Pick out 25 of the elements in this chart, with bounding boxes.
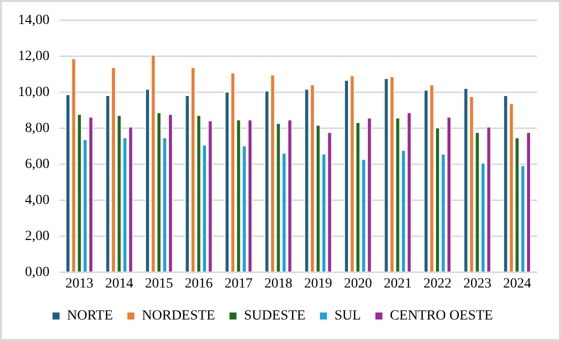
legend-label: SUL xyxy=(334,308,361,324)
x-tick-label: 2019 xyxy=(304,276,332,292)
x-tick-label: 2023 xyxy=(463,276,492,292)
x-tick-label: 2016 xyxy=(184,276,213,292)
y-tick-label: 10,00 xyxy=(18,85,50,100)
y-tick-label: 14,00 xyxy=(18,13,50,28)
x-tick-label: 2017 xyxy=(224,276,253,292)
y-tick-label: 0,00 xyxy=(25,264,50,280)
x-tick-label: 2024 xyxy=(503,276,532,292)
x-tick-label: 2015 xyxy=(144,276,173,292)
y-tick-label: 8,00 xyxy=(25,120,50,136)
x-tick-label: 2020 xyxy=(344,276,372,292)
x-tick-label: 2022 xyxy=(424,276,452,292)
x-tick-label: 2018 xyxy=(264,276,292,292)
x-tick-label: 2013 xyxy=(65,276,94,292)
legend-label: NORDESTE xyxy=(142,308,216,324)
y-tick-label: 6,00 xyxy=(25,156,50,172)
y-tick-label: 12,00 xyxy=(18,49,50,64)
x-tick-label: 2014 xyxy=(105,276,134,292)
legend-label: CENTRO OESTE xyxy=(390,308,493,324)
y-tick-label: 2,00 xyxy=(25,228,50,244)
legend-label: SUDESTE xyxy=(244,308,306,324)
legend-label: NORTE xyxy=(67,308,113,324)
y-tick-label: 4,00 xyxy=(25,192,50,208)
x-tick-label: 2021 xyxy=(384,276,412,292)
